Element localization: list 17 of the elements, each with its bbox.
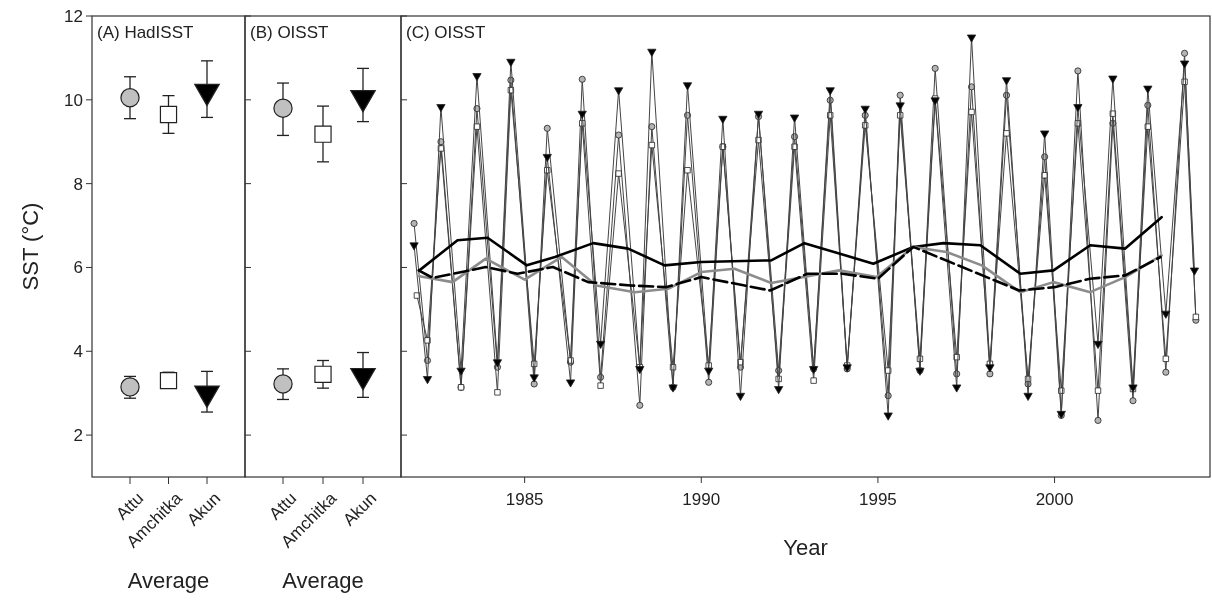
x-tick-label: 2000 (1035, 490, 1074, 509)
y-axis-title: SST (°C) (18, 202, 43, 291)
y-tick-label: 10 (64, 90, 83, 110)
y-tick-label: 2 (73, 426, 83, 446)
y-tick-label: 4 (73, 342, 83, 362)
y-tick-label: 12 (64, 6, 83, 26)
chart-title: (A) HadISST (97, 23, 194, 42)
x-axis-title: Average (127, 568, 210, 593)
x-tick-label: 1990 (682, 490, 721, 509)
chart-title: (C) OISST (406, 23, 486, 42)
y-tick-label: 8 (73, 174, 83, 194)
x-axis-title: Average (282, 568, 364, 593)
x-axis-title: Year (783, 535, 828, 560)
x-tick-label: 1985 (505, 490, 544, 509)
chart-title: (B) OISST (250, 23, 329, 42)
x-tick-label: 1995 (859, 490, 897, 509)
y-tick-label: 6 (73, 258, 83, 278)
